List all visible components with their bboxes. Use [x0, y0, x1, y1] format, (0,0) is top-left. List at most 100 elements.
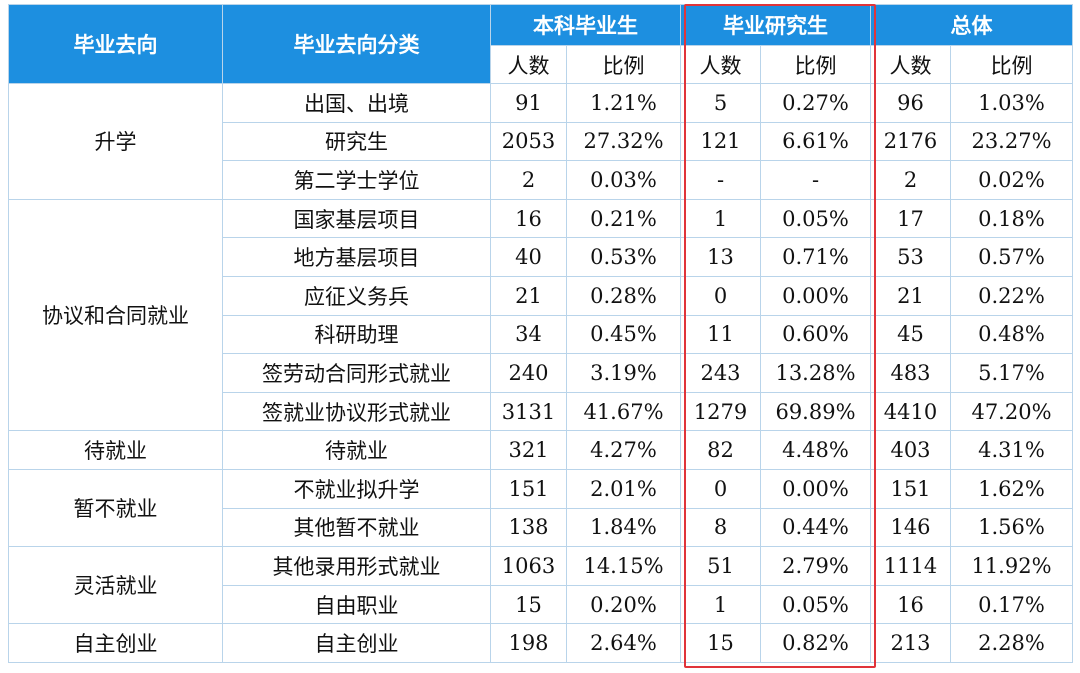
total-ratio-cell: 1.56%	[950, 507, 1073, 548]
graduate-count-cell: 5	[680, 83, 761, 123]
graduate-count-cell: -	[680, 160, 761, 200]
category-cell: 不就业拟升学	[222, 468, 491, 509]
graduate-ratio-cell: 0.71%	[760, 237, 871, 277]
graduate-count-cell: 121	[680, 121, 761, 162]
undergrad-count-cell: 21	[490, 275, 567, 316]
table-container: 毕业去向 毕业去向分类 本科毕业生 毕业研究生 总体 人数 比例 人数 比例 人…	[8, 4, 1073, 668]
graduate-count-cell: 8	[680, 507, 761, 548]
total-count-cell: 403	[870, 430, 951, 470]
undergrad-count-cell: 198	[490, 623, 567, 663]
header-graduate: 毕业研究生	[680, 4, 871, 46]
subheader-graduate-count: 人数	[680, 45, 761, 84]
total-ratio-cell: 0.18%	[950, 198, 1073, 239]
total-ratio-cell: 11.92%	[950, 546, 1073, 586]
total-count-cell: 151	[870, 468, 951, 509]
subheader-graduate-ratio: 比例	[760, 45, 871, 84]
undergrad-count-cell: 40	[490, 237, 567, 277]
graduate-count-cell: 51	[680, 546, 761, 586]
undergrad-count-cell: 1063	[490, 546, 567, 586]
header-direction: 毕业去向	[8, 4, 223, 84]
table-row: 自主创业 自主创业 198 2.64% 15 0.82% 213 2.28%	[8, 623, 1073, 663]
total-ratio-cell: 0.22%	[950, 275, 1073, 316]
group-name-cell: 自主创业	[8, 623, 223, 663]
undergrad-ratio-cell: 2.01%	[566, 468, 681, 509]
table-row: 地方基层项目 40 0.53% 13 0.71% 53 0.57%	[9, 237, 1073, 277]
group-name-cell: 协议和合同就业	[8, 198, 223, 432]
table-row: 研究生 2053 27.32% 121 6.61% 2176 23.27%	[9, 121, 1073, 162]
graduate-ratio-cell: 0.05%	[760, 198, 871, 239]
category-cell: 其他暂不就业	[222, 507, 491, 548]
category-cell: 国家基层项目	[222, 198, 491, 239]
undergrad-count-cell: 3131	[490, 391, 567, 432]
undergrad-ratio-cell: 0.53%	[566, 237, 681, 277]
table-row: 暂不就业 不就业拟升学 151 2.01% 0 0.00% 151 1.62%	[8, 468, 1073, 548]
total-count-cell: 53	[870, 237, 951, 277]
total-count-cell: 96	[870, 83, 951, 123]
undergrad-ratio-cell: 1.84%	[566, 507, 681, 548]
graduate-ratio-cell: 6.61%	[760, 121, 871, 162]
total-count-cell: 21	[870, 275, 951, 316]
category-cell: 地方基层项目	[222, 237, 491, 277]
table-row: 其他暂不就业 138 1.84% 8 0.44% 146 1.56%	[9, 507, 1073, 548]
category-cell: 科研助理	[222, 314, 491, 355]
undergrad-count-cell: 91	[490, 83, 567, 123]
subheader-undergrad-ratio: 比例	[566, 45, 681, 84]
graduate-count-cell: 0	[680, 468, 761, 509]
total-ratio-cell: 5.17%	[950, 353, 1073, 393]
category-cell: 自主创业	[222, 623, 491, 663]
graduate-count-cell: 1279	[680, 391, 761, 432]
header-undergrad: 本科毕业生	[490, 4, 681, 46]
total-count-cell: 4410	[870, 391, 951, 432]
group-name-cell: 灵活就业	[8, 546, 223, 625]
graduate-count-cell: 11	[680, 314, 761, 355]
undergrad-count-cell: 240	[490, 353, 567, 393]
graduate-ratio-cell: 4.48%	[760, 430, 871, 470]
graduate-count-cell: 0	[680, 275, 761, 316]
undergrad-ratio-cell: 14.15%	[566, 546, 681, 586]
category-cell: 出国、出境	[222, 83, 491, 123]
category-cell: 第二学士学位	[222, 160, 491, 200]
total-ratio-cell: 0.48%	[950, 314, 1073, 355]
table-row: 协议和合同就业 国家基层项目 16 0.21% 1 0.05% 17 0.18%	[8, 198, 1073, 432]
undergrad-ratio-cell: 1.21%	[566, 83, 681, 123]
total-count-cell: 2	[870, 160, 951, 200]
total-ratio-cell: 1.03%	[950, 83, 1073, 123]
total-count-cell: 1114	[870, 546, 951, 586]
category-cell: 待就业	[222, 430, 491, 470]
total-ratio-cell: 0.17%	[950, 584, 1073, 625]
graduate-count-cell: 82	[680, 430, 761, 470]
undergrad-ratio-cell: 0.45%	[566, 314, 681, 355]
category-cell: 应征义务兵	[222, 275, 491, 316]
header-total: 总体	[870, 4, 1073, 46]
total-ratio-cell: 47.20%	[950, 391, 1073, 432]
undergrad-ratio-cell: 0.21%	[566, 198, 681, 239]
header-category: 毕业去向分类	[222, 4, 491, 84]
total-count-cell: 483	[870, 353, 951, 393]
graduate-count-cell: 1	[680, 584, 761, 625]
category-cell: 签就业协议形式就业	[222, 391, 491, 432]
table-row: 升学 出国、出境 91 1.21% 5 0.27% 96 1.03%	[8, 83, 1073, 200]
undergrad-count-cell: 15	[490, 584, 567, 625]
table-body: 升学 出国、出境 91 1.21% 5 0.27% 96 1.03% 研究生 2053 27.32%…	[8, 83, 1073, 663]
group-name-cell: 待就业	[8, 430, 223, 470]
undergrad-count-cell: 151	[490, 468, 567, 509]
graduate-ratio-cell: 0.00%	[760, 275, 871, 316]
graduate-ratio-cell: -	[760, 160, 871, 200]
group-name-cell: 暂不就业	[8, 468, 223, 548]
group-name-cell: 升学	[8, 83, 223, 200]
graduate-destination-table: 毕业去向 毕业去向分类 本科毕业生 毕业研究生 总体 人数 比例 人数 比例 人…	[8, 4, 1073, 663]
undergrad-ratio-cell: 4.27%	[566, 430, 681, 470]
total-ratio-cell: 23.27%	[950, 121, 1073, 162]
subheader-total-ratio: 比例	[950, 45, 1073, 84]
undergrad-ratio-cell: 27.32%	[566, 121, 681, 162]
undergrad-count-cell: 2053	[490, 121, 567, 162]
total-count-cell: 146	[870, 507, 951, 548]
undergrad-ratio-cell: 0.28%	[566, 275, 681, 316]
table-row: 待就业 待就业 321 4.27% 82 4.48% 403 4.31%	[8, 430, 1073, 470]
undergrad-count-cell: 34	[490, 314, 567, 355]
undergrad-ratio-cell: 41.67%	[566, 391, 681, 432]
total-count-cell: 16	[870, 584, 951, 625]
undergrad-count-cell: 138	[490, 507, 567, 548]
total-ratio-cell: 4.31%	[950, 430, 1073, 470]
graduate-ratio-cell: 13.28%	[760, 353, 871, 393]
